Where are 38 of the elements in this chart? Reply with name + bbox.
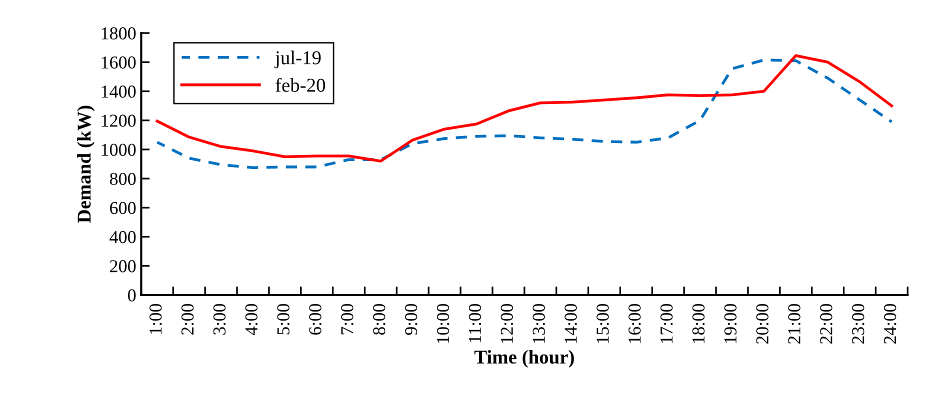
x-axis-title: Time (hour) <box>474 350 574 368</box>
legend-label: jul-19 <box>274 50 321 68</box>
x-tick-label: 18:00 <box>692 304 705 343</box>
y-tick-label: 1000 <box>102 144 136 156</box>
y-tick-label: 1800 <box>102 27 136 40</box>
y-tick-label: 800 <box>110 172 136 186</box>
x-tick-label: 5:00 <box>277 304 290 334</box>
x-tick-label: 15:00 <box>596 304 609 343</box>
y-tick-label: 0 <box>128 289 136 302</box>
x-tick-label: 13:00 <box>532 304 545 343</box>
x-tick-label: 4:00 <box>245 304 258 336</box>
y-tick-label: 400 <box>110 231 136 244</box>
x-tick-label: 1:00 <box>150 304 162 334</box>
x-tick-label: 12:00 <box>500 304 514 343</box>
x-tick-label: 10:00 <box>436 304 450 343</box>
x-tick-label: 23:00 <box>852 304 864 344</box>
x-tick-label: 11:00 <box>468 304 482 342</box>
x-tick-label: 24:00 <box>884 304 896 344</box>
x-tick-label: 20:00 <box>756 304 769 344</box>
x-tick-label: 22:00 <box>820 304 832 344</box>
y-tick-label: 1600 <box>102 56 136 69</box>
y-tick-label: 600 <box>110 202 136 214</box>
y-tick-label: 1400 <box>102 86 136 98</box>
x-tick-label: 6:00 <box>309 304 322 335</box>
x-tick-label: 9:00 <box>404 304 418 335</box>
x-tick-label: 19:00 <box>724 304 737 343</box>
x-tick-label: 14:00 <box>564 304 577 343</box>
x-tick-label: 3:00 <box>213 304 226 335</box>
y-tick-label: 1200 <box>102 114 136 127</box>
x-tick-label: 21:00 <box>788 304 800 344</box>
x-tick-label: 8:00 <box>373 304 386 335</box>
x-tick-label: 16:00 <box>628 304 641 343</box>
x-tick-label: 7:00 <box>341 304 354 334</box>
legend-label: feb-20 <box>276 78 326 92</box>
y-tick-label: 200 <box>110 260 136 272</box>
y-axis-title: Demand (kW) <box>77 106 95 223</box>
x-tick-label: 17:00 <box>660 304 673 343</box>
x-tick-label: 2:00 <box>181 304 194 335</box>
